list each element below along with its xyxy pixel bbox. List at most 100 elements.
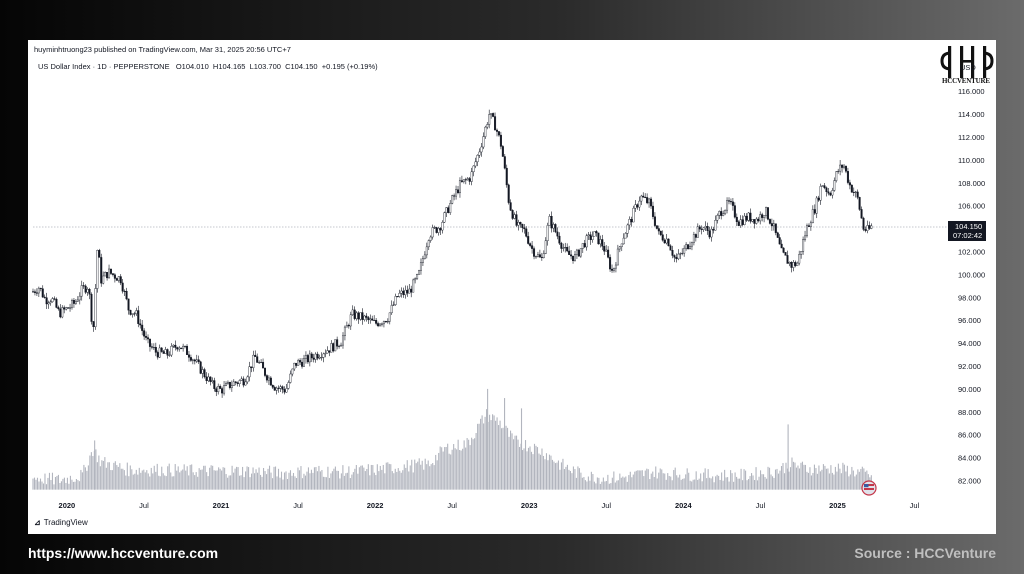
candle	[201, 369, 204, 374]
volume-spike	[520, 408, 523, 490]
volume-bar	[770, 474, 772, 490]
candle	[219, 386, 222, 389]
volume-bar	[267, 468, 269, 490]
volume-bar	[405, 467, 407, 490]
candle	[587, 234, 590, 236]
volume-bar	[474, 438, 476, 490]
candle	[92, 321, 95, 328]
volume-bar	[737, 478, 739, 490]
candle	[365, 315, 368, 318]
candle	[529, 243, 532, 246]
volume-bar	[843, 464, 845, 490]
website-link[interactable]: https://www.hccventure.com	[28, 545, 219, 561]
candle	[829, 193, 832, 196]
volume-bar	[644, 470, 646, 490]
candle	[782, 247, 785, 253]
candle	[148, 338, 151, 347]
candle	[267, 377, 270, 381]
volume-bar	[337, 470, 339, 490]
volume-bar	[650, 473, 652, 490]
volume-bar	[288, 472, 290, 490]
candle	[550, 216, 553, 229]
candle	[51, 298, 54, 303]
candle	[579, 248, 582, 257]
us-flag-icon[interactable]	[861, 480, 877, 496]
volume-bar	[197, 476, 199, 490]
volume-bar	[433, 465, 435, 490]
volume-bar	[394, 468, 396, 490]
candle	[607, 249, 610, 258]
candle	[248, 366, 251, 378]
candle	[347, 325, 350, 327]
candle	[386, 321, 389, 323]
volume-bar	[637, 470, 639, 490]
candle	[669, 245, 672, 251]
candle	[689, 245, 692, 250]
volume-bar	[430, 464, 432, 490]
volume-bar	[795, 467, 798, 490]
volume-bar	[352, 472, 354, 490]
volume-bar	[38, 481, 40, 490]
volume-bar	[155, 471, 157, 490]
volume-bar	[785, 462, 787, 490]
candle	[790, 262, 793, 268]
candle	[757, 218, 760, 222]
candle	[605, 249, 608, 252]
tradingview-brand[interactable]: ⊿ TradingView	[34, 518, 88, 527]
volume-bar	[198, 468, 200, 490]
symbol-ohlc-line[interactable]: US Dollar Index · 1D · PEPPERSTONE O104.…	[38, 62, 378, 71]
volume-bar	[836, 471, 838, 490]
volume-bar	[346, 472, 348, 490]
volume-bar	[333, 468, 335, 490]
candle	[225, 383, 228, 386]
volume-bar	[676, 475, 678, 490]
candle	[143, 330, 146, 337]
candle	[698, 226, 701, 230]
volume-bar	[137, 474, 139, 490]
volume-bar	[858, 471, 860, 490]
volume-bar	[60, 481, 62, 490]
candle	[137, 310, 140, 324]
candle	[482, 136, 485, 148]
candle	[648, 198, 651, 204]
candle	[78, 295, 81, 301]
volume-bar	[331, 471, 333, 490]
candle	[850, 184, 853, 193]
volume-bar	[107, 462, 109, 490]
candle	[755, 218, 758, 224]
volume-bar	[517, 439, 519, 490]
volume-bar	[578, 468, 580, 490]
candle	[363, 315, 366, 320]
volume-bar	[426, 464, 428, 490]
candle	[316, 353, 319, 359]
volume-bar	[254, 473, 256, 490]
volume-bar	[268, 465, 271, 490]
candle	[792, 262, 795, 268]
candle	[53, 298, 56, 300]
volume-bar	[798, 468, 801, 490]
candle	[160, 347, 163, 352]
candle	[843, 165, 846, 168]
candle	[264, 367, 267, 376]
volume-bar	[679, 474, 681, 490]
candle	[667, 238, 670, 247]
volume-bar	[215, 470, 217, 490]
volume-bar	[683, 478, 685, 490]
volume-bar	[116, 465, 118, 490]
volume-bar	[854, 476, 856, 490]
candle	[367, 317, 370, 321]
volume-bar	[782, 463, 784, 490]
candle	[573, 254, 576, 261]
x-tick-label: 2022	[367, 501, 384, 510]
price-chart[interactable]: 82.000 84.000 86.000 88.000 90.000 92.000 94.0…	[28, 40, 996, 534]
candle	[412, 279, 415, 293]
candle	[534, 256, 537, 258]
chart-card: huyminhtruong23 published on TradingView…	[28, 40, 996, 534]
candle	[577, 249, 580, 257]
candle	[650, 198, 653, 207]
volume-bar	[391, 471, 393, 490]
volume-bar	[195, 472, 197, 490]
volume-bar	[526, 451, 528, 490]
candle	[622, 237, 625, 245]
y-axis: 82.000 84.000 86.000 88.000 90.000 92.000 94.0…	[958, 87, 985, 485]
